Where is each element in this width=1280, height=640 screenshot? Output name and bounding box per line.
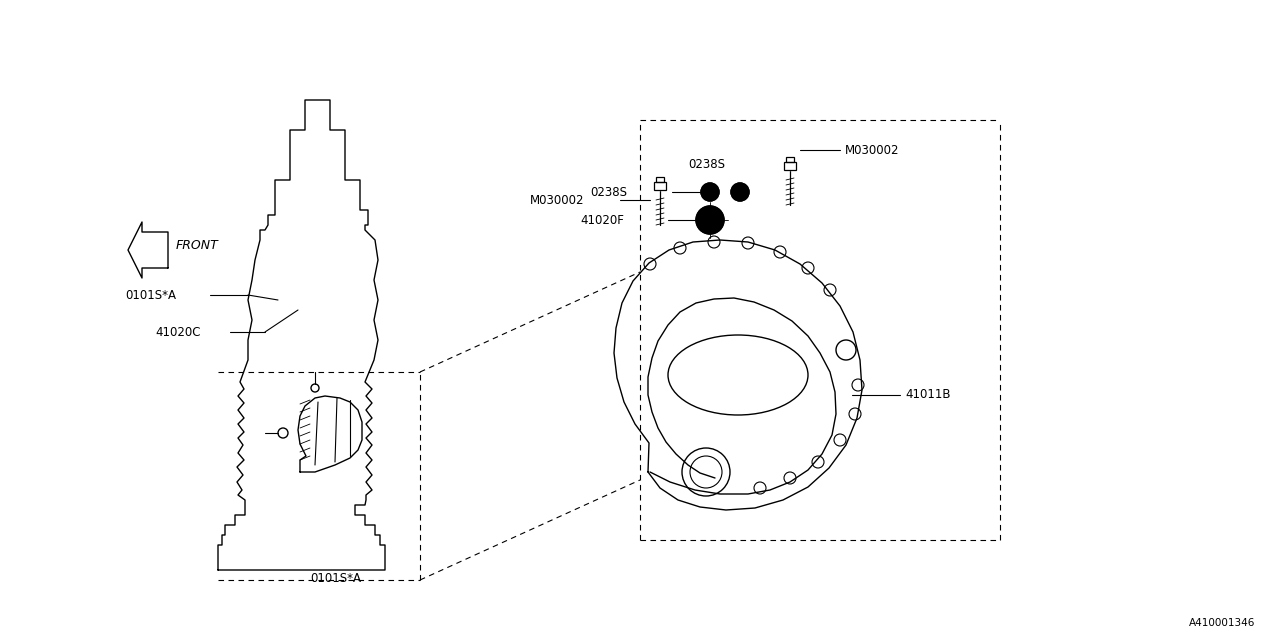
Bar (657, 177, 664, 182)
Bar (654, 182, 666, 190)
Bar (785, 162, 796, 170)
Bar (654, 182, 666, 190)
Text: A410001346: A410001346 (1189, 618, 1254, 628)
Bar (657, 177, 664, 182)
Bar (785, 162, 796, 170)
Text: 0101S*A: 0101S*A (125, 289, 177, 301)
Text: 0101S*A: 0101S*A (310, 572, 361, 584)
Text: 0238S: 0238S (689, 157, 724, 170)
Text: 41020C: 41020C (155, 326, 201, 339)
Circle shape (701, 183, 719, 201)
Text: FRONT: FRONT (177, 239, 219, 252)
Text: 0238S: 0238S (590, 186, 627, 198)
Text: M030002: M030002 (845, 143, 900, 157)
Bar (786, 157, 794, 162)
Circle shape (731, 183, 749, 201)
Text: 41011B: 41011B (905, 388, 951, 401)
Text: 41020F: 41020F (580, 214, 623, 227)
Text: M030002: M030002 (530, 193, 585, 207)
Bar (786, 157, 794, 162)
Circle shape (696, 206, 724, 234)
